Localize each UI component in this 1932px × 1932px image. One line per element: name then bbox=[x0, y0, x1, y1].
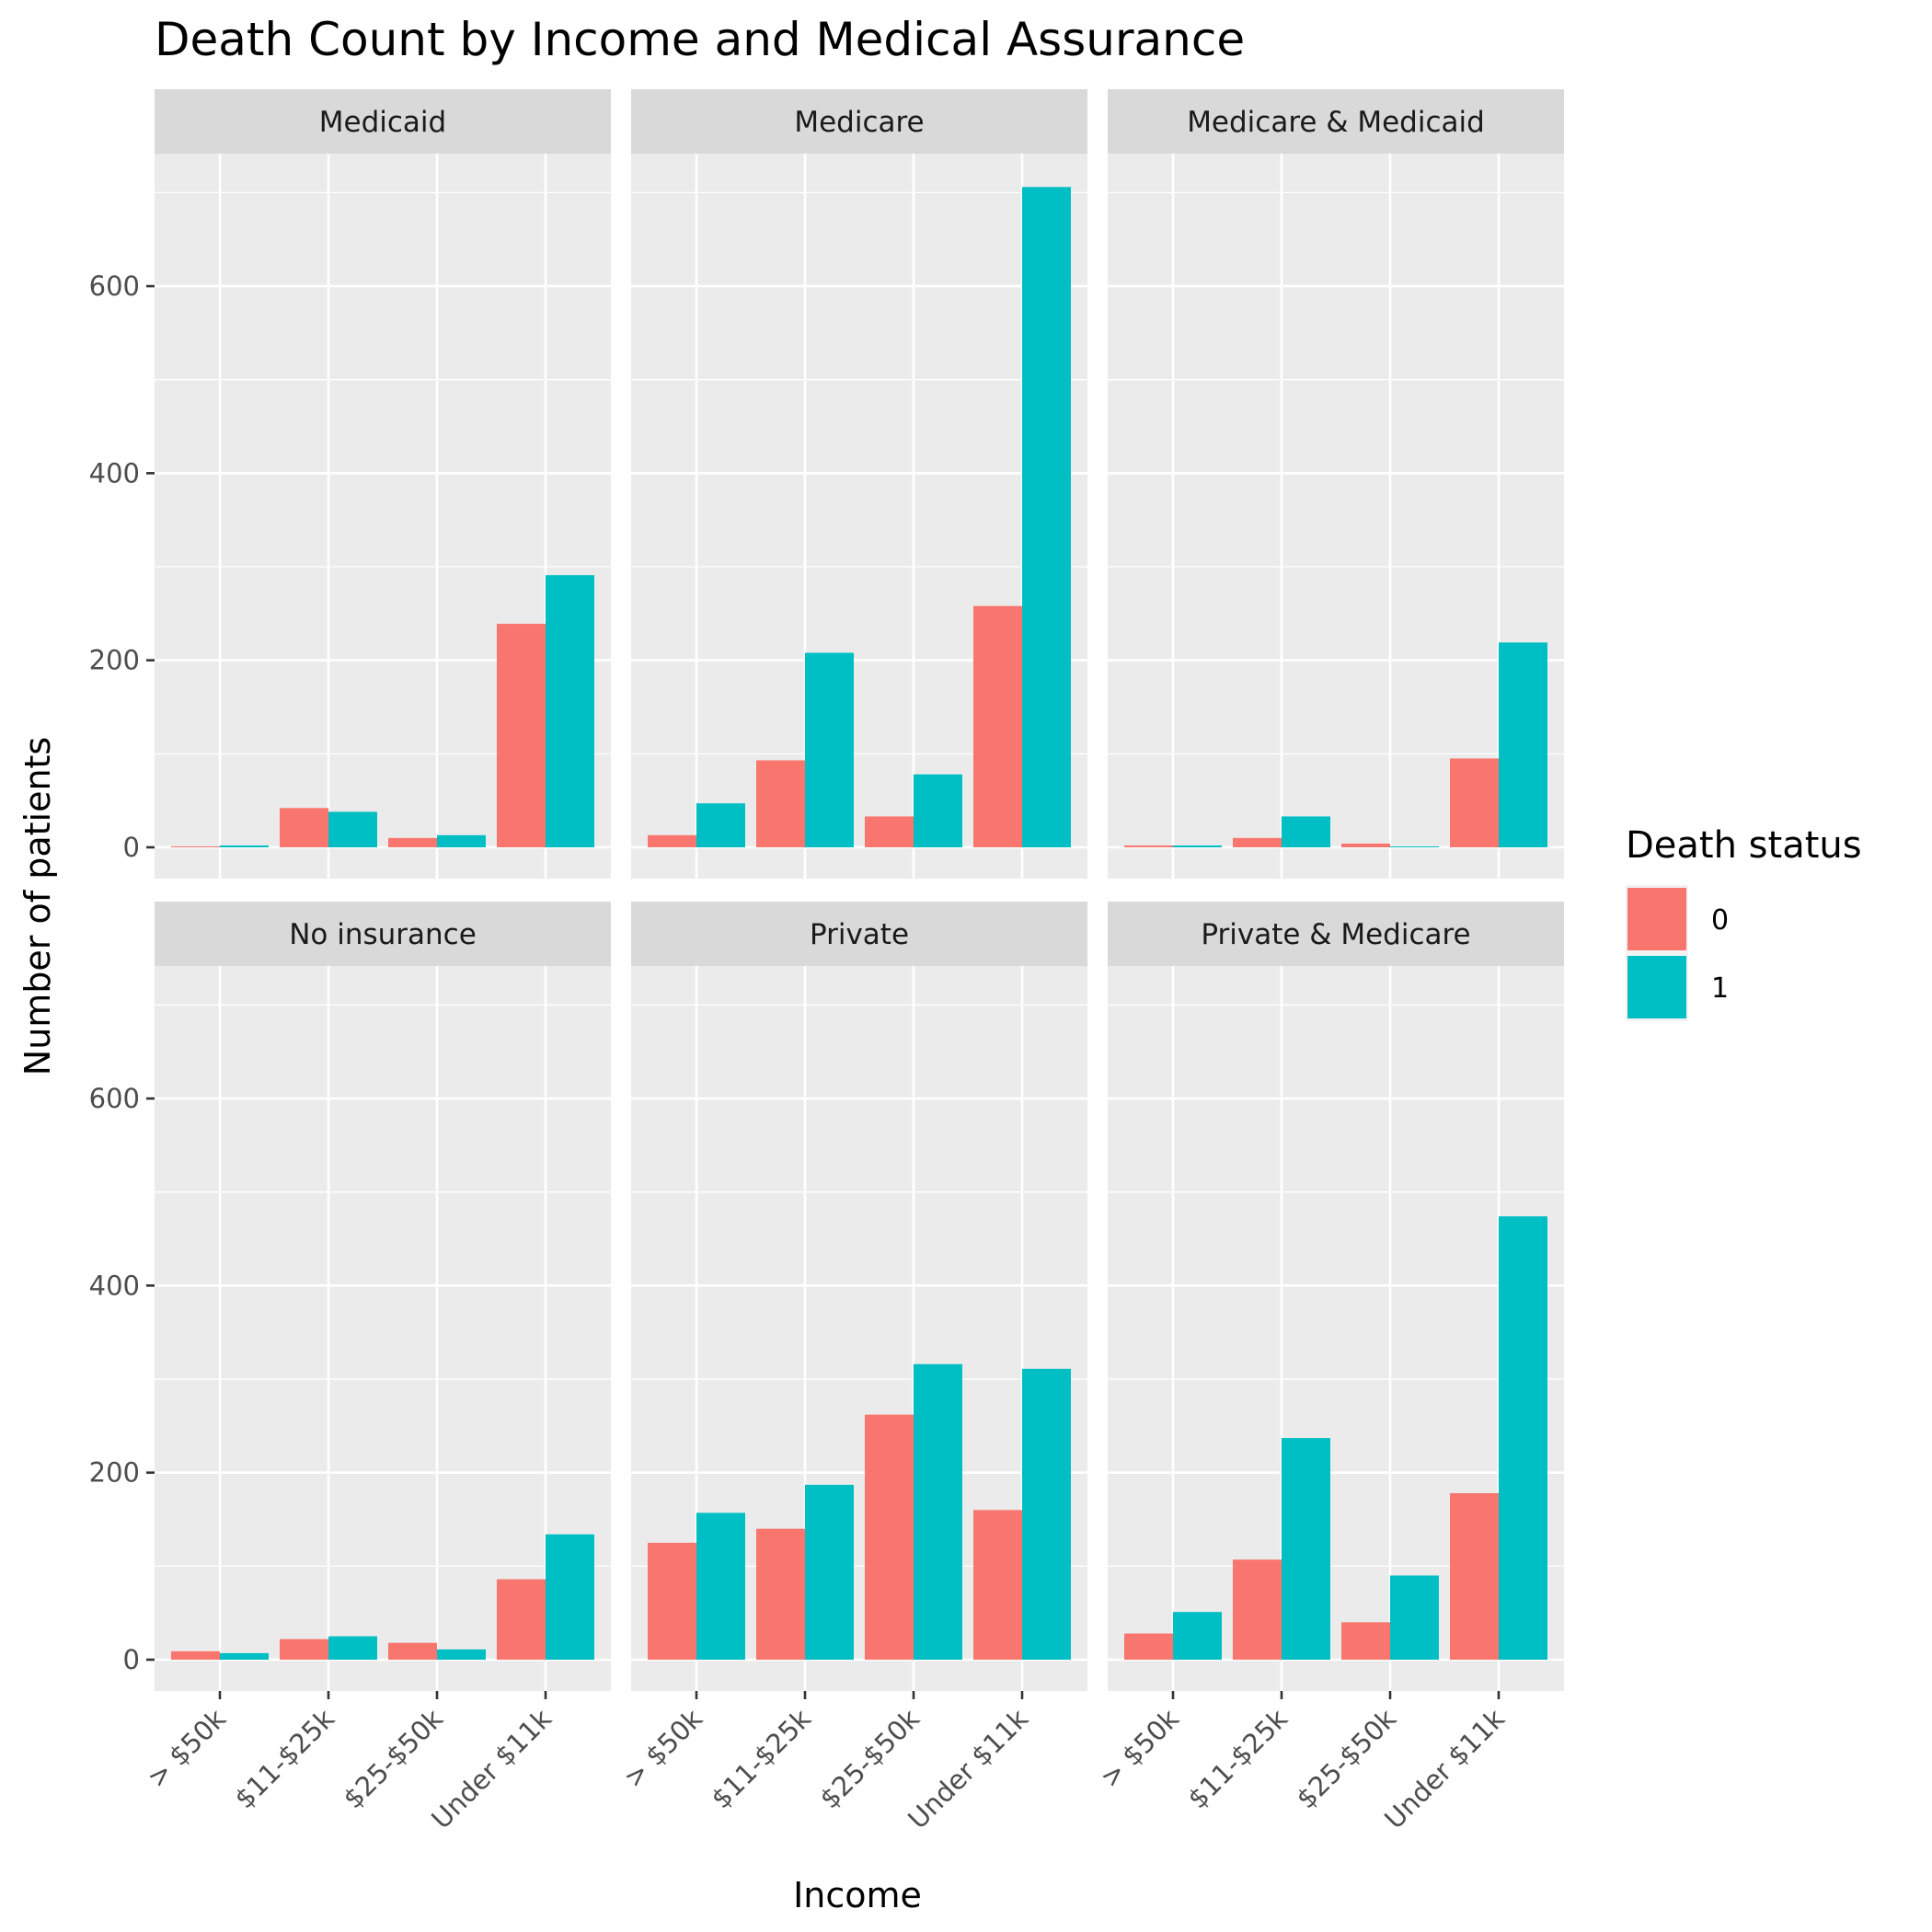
facet-panels: Medicaid Medicare Medicare & Medicaid No in… bbox=[155, 89, 1564, 1691]
bar-no-insurance-under-11k-status-1 bbox=[546, 1534, 594, 1660]
panel-background bbox=[1108, 154, 1564, 879]
bar-medicare-medicaid-under-11k-status-1 bbox=[1499, 642, 1547, 847]
bar-medicaid-under-11k-status-0 bbox=[497, 624, 546, 847]
bar-medicare-25-50k-status-1 bbox=[914, 774, 962, 847]
panel-private: Private bbox=[631, 902, 1087, 1691]
bar-no-insurance-11-25k-status-0 bbox=[280, 1639, 328, 1660]
bar-medicare-under-11k-status-1 bbox=[1022, 187, 1071, 847]
bar-private-11-25k-status-0 bbox=[756, 1528, 805, 1660]
bar-medicaid-50k-status-0 bbox=[171, 845, 220, 847]
bar-medicaid-25-50k-status-1 bbox=[437, 834, 486, 847]
bar-medicare-medicaid-25-50k-status-0 bbox=[1341, 843, 1390, 847]
y-tick-label: 200 bbox=[89, 645, 140, 676]
bar-private-25-50k-status-1 bbox=[914, 1363, 962, 1660]
bar-no-insurance-25-50k-status-1 bbox=[437, 1649, 486, 1660]
legend-swatch-0 bbox=[1627, 888, 1686, 950]
bar-medicare-medicaid-50k-status-1 bbox=[1173, 845, 1222, 847]
bar-medicare-11-25k-status-1 bbox=[805, 652, 854, 847]
bar-private-50k-status-1 bbox=[696, 1512, 745, 1660]
bar-medicare-11-25k-status-0 bbox=[756, 760, 805, 847]
panel-medicare-medicaid: Medicare & Medicaid bbox=[1108, 89, 1564, 879]
strip-label: No insurance bbox=[289, 918, 477, 951]
strip-private bbox=[631, 902, 1087, 966]
strip-label: Medicare bbox=[794, 106, 924, 139]
bar-medicaid-under-11k-status-1 bbox=[546, 575, 594, 847]
bar-private-medicare-11-25k-status-0 bbox=[1233, 1559, 1282, 1660]
bar-private-medicare-under-11k-status-1 bbox=[1499, 1216, 1547, 1660]
legend-swatch-1 bbox=[1627, 956, 1686, 1018]
y-tick-label: 0 bbox=[123, 832, 140, 863]
x-tick-label: $11-$25k bbox=[1181, 1703, 1294, 1815]
panel-medicaid: Medicaid bbox=[155, 89, 611, 879]
bar-private-medicare-50k-status-0 bbox=[1124, 1633, 1173, 1660]
bar-no-insurance-11-25k-status-1 bbox=[328, 1636, 377, 1660]
x-tick-label: $25-$50k bbox=[337, 1703, 449, 1815]
panel-private-medicare: Private & Medicare bbox=[1108, 902, 1564, 1691]
bar-private-11-25k-status-1 bbox=[805, 1484, 854, 1660]
bar-no-insurance-under-11k-status-0 bbox=[497, 1579, 546, 1660]
x-tick-label: > $50k bbox=[141, 1703, 232, 1794]
y-tick-label: 200 bbox=[89, 1457, 140, 1489]
strip-label: Medicare & Medicaid bbox=[1187, 106, 1485, 139]
bar-medicaid-11-25k-status-1 bbox=[328, 811, 377, 847]
bar-private-medicare-under-11k-status-0 bbox=[1450, 1493, 1499, 1660]
legend-label-1: 1 bbox=[1711, 972, 1729, 1005]
y-tick-label: 0 bbox=[123, 1644, 140, 1675]
bar-medicare-50k-status-1 bbox=[696, 803, 745, 847]
bar-no-insurance-50k-status-1 bbox=[220, 1652, 269, 1660]
bar-private-50k-status-0 bbox=[648, 1542, 696, 1660]
bar-private-medicare-25-50k-status-1 bbox=[1390, 1575, 1439, 1660]
x-tick-label: > $50k bbox=[1094, 1703, 1185, 1794]
y-tick-label: 600 bbox=[89, 270, 140, 302]
bar-medicare-medicaid-50k-status-0 bbox=[1124, 845, 1173, 847]
panel-background bbox=[155, 966, 611, 1691]
panel-medicare: Medicare bbox=[631, 89, 1087, 879]
y-tick-label: 400 bbox=[89, 1270, 140, 1301]
strip-medicaid bbox=[155, 89, 611, 154]
strip-label: Private bbox=[810, 918, 909, 951]
bar-private-medicare-50k-status-1 bbox=[1173, 1612, 1222, 1660]
bar-medicare-under-11k-status-0 bbox=[973, 605, 1022, 847]
strip-no-insurance bbox=[155, 902, 611, 966]
bar-medicare-medicaid-under-11k-status-0 bbox=[1450, 758, 1499, 847]
bar-private-25-50k-status-0 bbox=[865, 1414, 914, 1660]
x-tick-label: $25-$50k bbox=[813, 1703, 926, 1815]
bar-medicare-50k-status-0 bbox=[648, 834, 696, 847]
bar-no-insurance-25-50k-status-0 bbox=[388, 1642, 437, 1660]
legend-title: Death status bbox=[1626, 824, 1862, 867]
bar-medicare-medicaid-11-25k-status-0 bbox=[1233, 837, 1282, 847]
bar-private-medicare-11-25k-status-1 bbox=[1282, 1438, 1330, 1660]
bar-medicare-medicaid-25-50k-status-1 bbox=[1390, 845, 1439, 847]
y-tick-label: 600 bbox=[89, 1083, 140, 1114]
chart-title: Death Count by Income and Medical Assura… bbox=[155, 13, 1245, 66]
bar-private-under-11k-status-1 bbox=[1022, 1368, 1071, 1660]
panel-no-insurance: No insurance bbox=[155, 902, 611, 1691]
x-tick-label: $25-$50k bbox=[1290, 1703, 1402, 1815]
legend-label-0: 0 bbox=[1711, 904, 1729, 937]
x-tick-label: > $50k bbox=[617, 1703, 708, 1794]
bar-medicare-25-50k-status-0 bbox=[865, 816, 914, 847]
legend: Death status 0 1 bbox=[1626, 824, 1862, 1021]
bar-medicaid-11-25k-status-0 bbox=[280, 808, 328, 847]
y-axis: 0 200 400 600 0 200 400 600 bbox=[89, 270, 155, 1675]
strip-medicare bbox=[631, 89, 1087, 154]
bar-medicare-medicaid-11-25k-status-1 bbox=[1282, 816, 1330, 847]
strip-label: Private & Medicare bbox=[1201, 918, 1470, 951]
bar-medicaid-50k-status-1 bbox=[220, 845, 269, 847]
strip-private-medicare bbox=[1108, 902, 1564, 966]
bar-no-insurance-50k-status-0 bbox=[171, 1650, 220, 1660]
x-tick-label: $11-$25k bbox=[228, 1703, 340, 1815]
bar-private-medicare-25-50k-status-0 bbox=[1341, 1622, 1390, 1660]
x-axis-title: Income bbox=[793, 1875, 922, 1915]
strip-medicare-medicaid bbox=[1108, 89, 1564, 154]
x-tick-label: $11-$25k bbox=[705, 1703, 817, 1815]
y-tick-label: 400 bbox=[89, 457, 140, 489]
bar-medicaid-25-50k-status-0 bbox=[388, 837, 437, 847]
y-axis-title: Number of patients bbox=[17, 737, 58, 1075]
strip-label: Medicaid bbox=[319, 106, 446, 139]
bar-private-under-11k-status-0 bbox=[973, 1510, 1022, 1660]
